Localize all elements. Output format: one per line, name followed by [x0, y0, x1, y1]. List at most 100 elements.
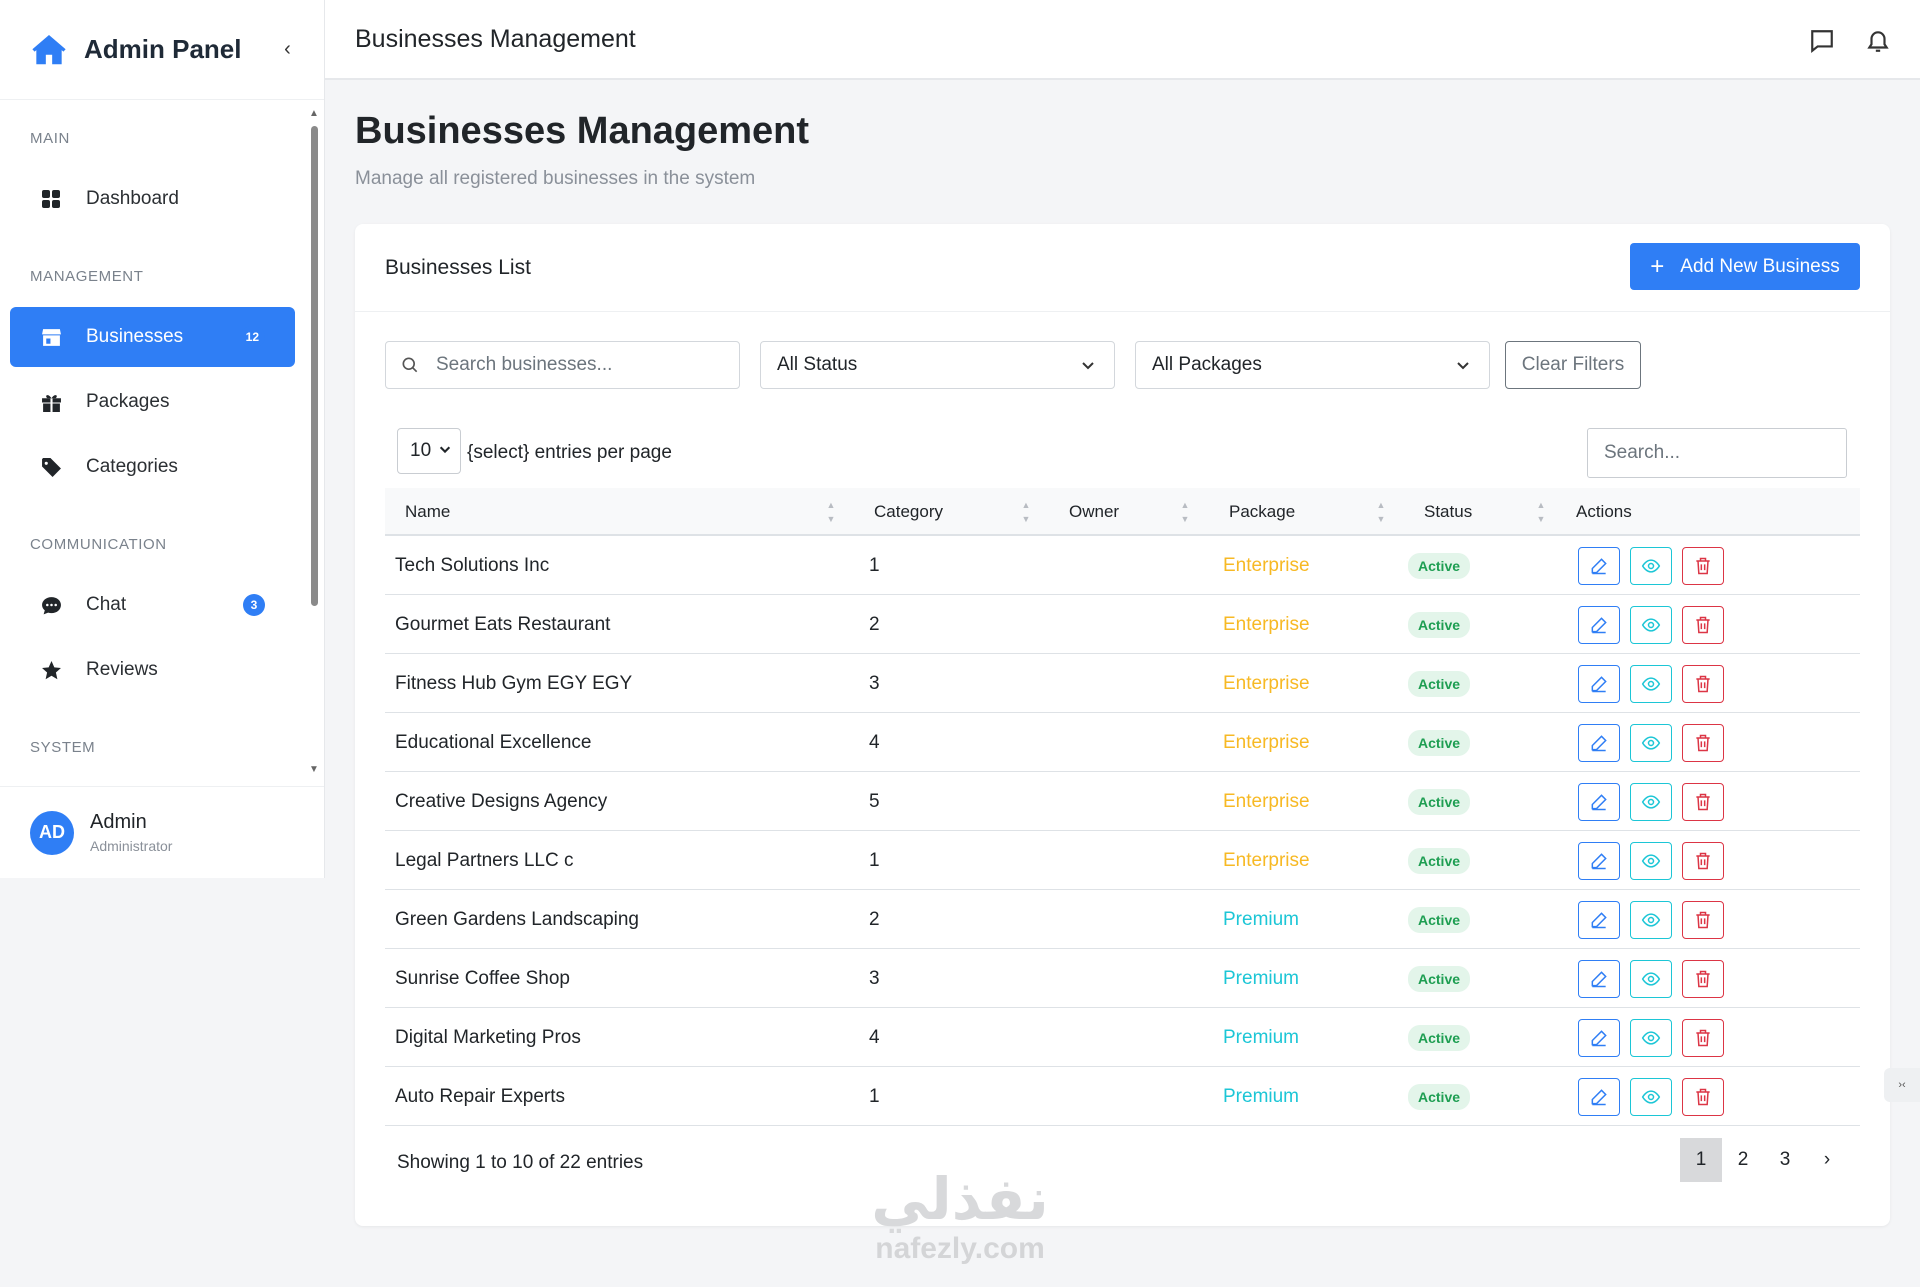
eye-icon [1641, 1028, 1661, 1048]
add-new-business-label: Add New Business [1680, 255, 1840, 277]
nav-section-management: MANAGEMENT [30, 268, 144, 285]
view-button[interactable] [1630, 665, 1672, 703]
edit-button[interactable] [1578, 1078, 1620, 1116]
business-name-cell: Fitness Hub Gym EGY EGY [395, 672, 633, 694]
edit-button[interactable] [1578, 842, 1620, 880]
add-new-business-button[interactable]: + Add New Business [1630, 243, 1860, 290]
sidebar-scrollbar[interactable]: ▲ ▼ [308, 108, 320, 776]
edit-button[interactable] [1578, 960, 1620, 998]
trash-icon [1693, 1087, 1713, 1107]
edit-pencil-icon [1589, 733, 1609, 753]
page-title: Businesses Management [355, 110, 810, 152]
column-header-package[interactable]: Package [1229, 502, 1296, 521]
sidebar-item-chat[interactable]: Chat 3 [10, 575, 295, 635]
status-filter-select[interactable]: All Status [760, 341, 1115, 389]
sidebar-item-dashboard[interactable]: Dashboard [10, 169, 295, 229]
page-button-2[interactable]: 2 [1737, 1149, 1749, 1170]
delete-button[interactable] [1682, 842, 1724, 880]
trash-icon [1693, 910, 1713, 930]
sort-icon[interactable]: ▲ ▼ [826, 500, 836, 524]
edit-button[interactable] [1578, 901, 1620, 939]
side-widget-tab[interactable]: ›‹ [1884, 1068, 1920, 1102]
eye-icon [1641, 851, 1661, 871]
view-button[interactable] [1630, 606, 1672, 644]
sort-icon[interactable]: ▲ ▼ [1536, 500, 1546, 524]
view-button[interactable] [1630, 547, 1672, 585]
view-button[interactable] [1630, 783, 1672, 821]
edit-button[interactable] [1578, 783, 1620, 821]
category-cell: 1 [869, 849, 880, 871]
scroll-thumb[interactable] [311, 126, 318, 606]
column-header-status[interactable]: Status [1424, 502, 1473, 521]
user-name: Admin [90, 811, 147, 833]
pagination: 1 2 3 › [1680, 1138, 1848, 1182]
edit-button[interactable] [1578, 547, 1620, 585]
delete-button[interactable] [1682, 547, 1724, 585]
package-filter-select[interactable]: All Packages [1135, 341, 1490, 389]
edit-button[interactable] [1578, 724, 1620, 762]
status-cell: Active [1408, 772, 1471, 831]
delete-button[interactable] [1682, 665, 1724, 703]
edit-button[interactable] [1578, 665, 1620, 703]
table-row: Green Gardens Landscaping 2 Premium Active [385, 890, 1860, 949]
view-button[interactable] [1630, 1078, 1672, 1116]
delete-button[interactable] [1682, 1019, 1724, 1057]
table-row: Sunrise Coffee Shop 3 Premium Active [385, 949, 1860, 1008]
scroll-up-arrow-icon[interactable]: ▲ [309, 108, 319, 119]
delete-button[interactable] [1682, 1078, 1724, 1116]
table-search-input[interactable]: Search... [1587, 428, 1847, 478]
eye-icon [1641, 1087, 1661, 1107]
sidebar-item-categories[interactable]: Categories [10, 437, 295, 497]
clear-filters-button[interactable]: Clear Filters [1505, 341, 1641, 389]
business-search-input[interactable]: Search businesses... [385, 341, 740, 389]
view-button[interactable] [1630, 1019, 1672, 1057]
sort-icon[interactable]: ▲ ▼ [1180, 500, 1190, 524]
table-row: Tech Solutions Inc 1 Enterprise Active [385, 536, 1860, 595]
view-button[interactable] [1630, 724, 1672, 762]
edit-pencil-icon [1589, 556, 1609, 576]
notifications-bell-icon[interactable] [1865, 28, 1891, 54]
status-badge: Active [1408, 611, 1471, 638]
package-cell: Enterprise [1223, 849, 1310, 871]
edit-pencil-icon [1589, 1028, 1609, 1048]
sidebar-item-reviews[interactable]: Reviews [10, 640, 295, 700]
delete-button[interactable] [1682, 960, 1724, 998]
user-role: Administrator [90, 838, 173, 854]
business-name-cell: Creative Designs Agency [395, 790, 608, 812]
next-page-button[interactable]: › [1823, 1149, 1831, 1170]
nav-section-main: MAIN [30, 130, 70, 147]
page-button-3[interactable]: 3 [1779, 1149, 1791, 1170]
card-title: Businesses List [385, 255, 531, 279]
page-button-1[interactable]: 1 [1680, 1138, 1722, 1182]
column-header-name[interactable]: Name [405, 502, 451, 521]
scroll-down-arrow-icon[interactable]: ▼ [309, 764, 319, 775]
user-profile[interactable]: AD Admin Administrator [0, 786, 324, 878]
delete-button[interactable] [1682, 606, 1724, 644]
sort-icon[interactable]: ▲ ▼ [1376, 500, 1386, 524]
delete-button[interactable] [1682, 783, 1724, 821]
status-cell: Active [1408, 1067, 1471, 1126]
sidebar-item-packages[interactable]: Packages [10, 372, 295, 432]
collapse-sidebar-button[interactable]: ‹ [284, 38, 291, 60]
edit-button[interactable] [1578, 606, 1620, 644]
sidebar-item-businesses[interactable]: Businesses 12 [10, 307, 295, 367]
column-header-category[interactable]: Category [874, 502, 943, 521]
status-cell: Active [1408, 890, 1471, 949]
edit-button[interactable] [1578, 1019, 1620, 1057]
sort-icon[interactable]: ▲ ▼ [1021, 500, 1031, 524]
view-button[interactable] [1630, 842, 1672, 880]
package-cell: Premium [1223, 1026, 1300, 1048]
trash-icon [1693, 674, 1713, 694]
delete-button[interactable] [1682, 724, 1724, 762]
column-header-owner[interactable]: Owner [1069, 502, 1120, 521]
messages-icon[interactable] [1809, 28, 1835, 54]
delete-button[interactable] [1682, 901, 1724, 939]
eye-icon [1641, 733, 1661, 753]
view-button[interactable] [1630, 901, 1672, 939]
table-info: Showing 1 to 10 of 22 entries [397, 1152, 644, 1173]
entries-per-page-select[interactable]: 10 [397, 428, 461, 474]
view-button[interactable] [1630, 960, 1672, 998]
category-cell: 2 [869, 908, 880, 930]
eye-icon [1641, 969, 1661, 989]
dashboard-icon [40, 188, 62, 210]
